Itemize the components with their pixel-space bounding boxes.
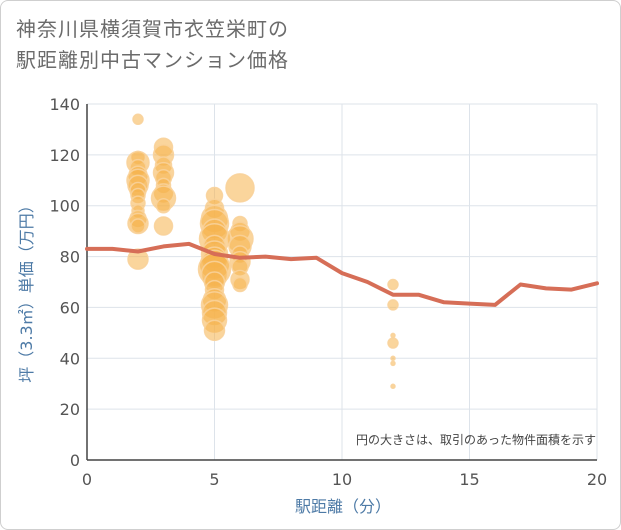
x-tick-label-10: 10 <box>332 470 352 489</box>
scatter-point-44 <box>225 173 255 203</box>
y-tick-label-120: 120 <box>49 146 80 165</box>
size-note: 円の大きさは、取引のあった物件面積を示す <box>356 432 596 447</box>
scatter-point-54 <box>387 278 399 291</box>
scatter-point-0 <box>132 113 144 126</box>
y-tick-label-100: 100 <box>49 197 80 216</box>
scatter-point-43 <box>203 319 226 342</box>
scatter-point-55 <box>387 299 399 311</box>
scatter-point-13 <box>130 218 146 234</box>
x-axis-label: 駅距離（分） <box>295 497 391 516</box>
scatter-point-59 <box>390 360 396 367</box>
series-line-0 <box>85 241 599 307</box>
y-tick-label-20: 20 <box>60 400 80 419</box>
average-line <box>85 241 599 307</box>
x-tick-labels: 0 5 10 15 20 <box>82 470 607 489</box>
y-tick-label-40: 40 <box>60 349 80 368</box>
y-tick-label-80: 80 <box>60 248 80 267</box>
x-tick-label-15: 15 <box>459 470 479 489</box>
x-tick-label-5: 5 <box>209 470 219 489</box>
scatter-point-56 <box>390 332 396 339</box>
y-axis-label: 坪（3.3㎡）単価（万円） <box>17 197 36 382</box>
scatter-point-23 <box>155 197 172 214</box>
scatter-point-60 <box>390 383 396 390</box>
x-tick-label-0: 0 <box>82 470 92 489</box>
y-tick-label-140: 140 <box>49 95 80 114</box>
chart-title-line2: 駅距離別中古マンション価格 <box>16 48 289 72</box>
scatter-point-14 <box>127 248 149 270</box>
chart-title: 神奈川県横須賀市衣笠栄町の 駅距離別中古マンション価格 <box>16 14 289 76</box>
y-tick-label-60: 60 <box>60 298 80 317</box>
chart-title-line1: 神奈川県横須賀市衣笠栄町の <box>16 17 289 41</box>
scatter-point-58 <box>390 355 396 362</box>
scatter-point-53 <box>232 276 248 293</box>
y-tick-labels: 0 20 40 60 80 100 120 140 <box>49 95 80 470</box>
scatter-point-24 <box>153 216 174 236</box>
y-tick-label-0: 0 <box>70 451 80 470</box>
scatter-point-57 <box>387 337 399 349</box>
x-tick-label-20: 20 <box>587 470 607 489</box>
